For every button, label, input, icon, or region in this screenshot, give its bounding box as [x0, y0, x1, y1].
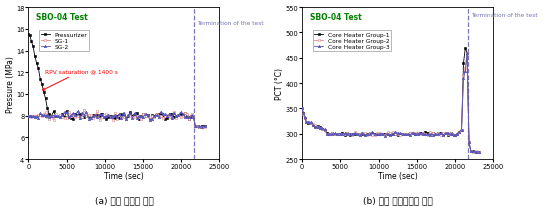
SG-1 [129, 116, 136, 118]
SG-2 [57, 116, 64, 118]
Core Heater Group-2 [392, 133, 399, 136]
Core Heater Group-1 [392, 133, 399, 136]
SG-1 [81, 109, 87, 111]
Line: SG-1: SG-1 [27, 109, 206, 129]
X-axis label: Time (sec): Time (sec) [104, 171, 144, 180]
SG-1 [46, 118, 53, 121]
Core Heater Group-3 [420, 133, 426, 135]
Core Heater Group-2 [445, 133, 451, 135]
Text: SBO-04 Test: SBO-04 Test [36, 13, 88, 21]
Core Heater Group-3 [445, 132, 451, 135]
Line: Pressurizer: Pressurizer [27, 34, 206, 129]
Pressurizer [46, 113, 53, 116]
SG-2 [74, 110, 81, 113]
SG-2 [162, 114, 168, 116]
Pressurizer [149, 115, 155, 117]
Core Heater Group-3 [414, 133, 421, 136]
Core Heater Group-1 [476, 151, 483, 153]
Legend: Pressurizer, SG-1, SG-2: Pressurizer, SG-1, SG-2 [39, 31, 89, 52]
Y-axis label: PCT (°C): PCT (°C) [275, 68, 284, 100]
SG-1 [25, 115, 31, 117]
Legend: Core Heater Group-1, Core Heater Group-2, Core Heater Group-3: Core Heater Group-1, Core Heater Group-2… [313, 31, 392, 52]
Line: Core Heater Group-3: Core Heater Group-3 [301, 52, 481, 153]
Text: Termination of the test: Termination of the test [471, 13, 538, 18]
Pressurizer [160, 116, 166, 118]
SG-2 [202, 125, 209, 128]
SG-1 [162, 115, 168, 117]
Text: Termination of the test: Termination of the test [197, 21, 264, 26]
Core Heater Group-3 [464, 52, 470, 55]
SG-2 [46, 116, 53, 119]
Core Heater Group-1 [414, 133, 421, 135]
Core Heater Group-1 [299, 108, 305, 110]
SG-1 [202, 126, 209, 128]
Core Heater Group-2 [464, 52, 470, 55]
SG-2 [129, 117, 136, 120]
Line: SG-2: SG-2 [27, 110, 206, 128]
Pressurizer [25, 34, 31, 36]
Y-axis label: Pressure (MPa): Pressure (MPa) [5, 55, 15, 112]
Core Heater Group-1 [473, 151, 479, 153]
Core Heater Group-3 [299, 108, 305, 110]
Core Heater Group-1 [462, 47, 469, 50]
Pressurizer [195, 126, 202, 129]
Core Heater Group-3 [473, 151, 479, 153]
SG-2 [151, 115, 157, 118]
Text: (a) 계통 압력의 변화: (a) 계통 압력의 변화 [94, 195, 153, 204]
Line: Core Heater Group-1: Core Heater Group-1 [301, 47, 481, 153]
Core Heater Group-3 [312, 126, 319, 128]
Core Heater Group-1 [312, 125, 319, 128]
Core Heater Group-2 [414, 132, 421, 135]
Core Heater Group-2 [312, 124, 319, 127]
Core Heater Group-2 [476, 151, 483, 153]
Pressurizer [33, 63, 40, 65]
Core Heater Group-3 [476, 151, 483, 153]
SG-1 [151, 117, 157, 119]
Pressurizer [57, 115, 64, 118]
Text: (b) 노심 최대온도의 변화: (b) 노심 최대온도의 변화 [363, 195, 432, 204]
Text: RPV saturation @ 1400 s: RPV saturation @ 1400 s [43, 69, 118, 91]
SG-1 [57, 114, 64, 116]
SG-1 [199, 126, 205, 129]
Core Heater Group-2 [420, 132, 426, 134]
Core Heater Group-1 [420, 132, 426, 135]
SG-2 [199, 126, 205, 128]
SG-2 [33, 116, 40, 118]
X-axis label: Time (sec): Time (sec) [378, 171, 418, 180]
Core Heater Group-3 [392, 131, 399, 134]
Line: Core Heater Group-2: Core Heater Group-2 [301, 52, 481, 153]
Core Heater Group-1 [359, 133, 365, 135]
Pressurizer [202, 125, 209, 128]
Core Heater Group-2 [299, 108, 305, 110]
SG-1 [33, 115, 40, 118]
Core Heater Group-3 [359, 132, 365, 134]
Core Heater Group-1 [445, 134, 451, 137]
Text: SBO-04 Test: SBO-04 Test [310, 13, 362, 21]
Pressurizer [127, 111, 134, 114]
Core Heater Group-2 [359, 132, 365, 134]
SG-2 [25, 115, 31, 117]
